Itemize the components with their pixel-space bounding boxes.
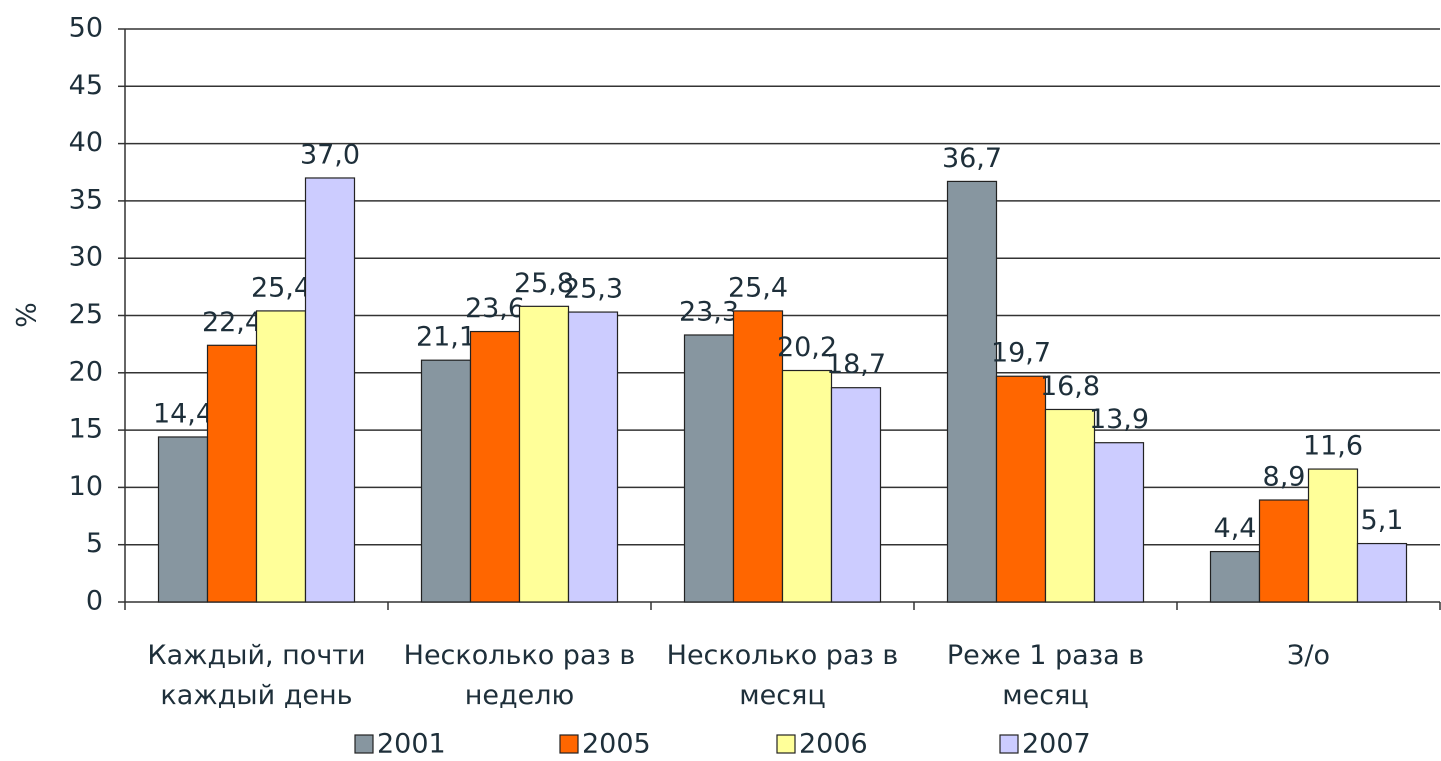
- value-label: 25,4: [251, 272, 311, 303]
- legend-label: 2001: [377, 729, 446, 760]
- y-tick-label: 0: [86, 586, 103, 617]
- bar: [304, 177, 356, 603]
- bar: [157, 436, 209, 603]
- bar: [946, 180, 998, 603]
- x-tick-label: Несколько раз в месяц: [666, 640, 899, 711]
- y-tick-label: 5: [86, 528, 103, 559]
- y-tick-label: 10: [69, 471, 103, 502]
- bar: [1307, 468, 1359, 603]
- legend-swatch: [559, 734, 579, 754]
- bar: [567, 311, 619, 603]
- value-label: 36,7: [942, 143, 1002, 174]
- bar: [1044, 408, 1096, 603]
- legend-swatch: [776, 734, 796, 754]
- x-tick-label: Несколько раз в неделю: [403, 640, 636, 711]
- legend-label: 2005: [582, 729, 651, 760]
- value-label: 16,8: [1040, 371, 1100, 402]
- legend-label: 2007: [1022, 729, 1091, 760]
- legend-label: 2006: [799, 729, 868, 760]
- value-label: 13,9: [1089, 404, 1149, 435]
- y-tick-label: 20: [69, 356, 103, 387]
- bar: [255, 310, 307, 603]
- bar: [206, 344, 258, 603]
- y-tick-label: 50: [69, 13, 103, 44]
- value-label: 22,4: [202, 307, 262, 338]
- value-label: 4,4: [1214, 513, 1257, 544]
- bar: [995, 375, 1047, 603]
- value-label: 8,9: [1263, 462, 1306, 493]
- value-label: 19,7: [991, 338, 1051, 369]
- bar: [1258, 499, 1310, 603]
- y-axis-label: %: [12, 302, 43, 328]
- legend-swatch: [354, 734, 374, 754]
- x-tick-label: Реже 1 раза в месяц: [946, 640, 1145, 711]
- bar: [1093, 442, 1145, 603]
- y-tick-label: 40: [69, 127, 103, 158]
- y-tick-label: 45: [69, 70, 103, 101]
- x-tick-label: З/о: [1287, 640, 1330, 671]
- x-tick-label: Каждый, почти каждый день: [147, 640, 366, 711]
- bar: [420, 359, 472, 603]
- value-label: 23,3: [679, 296, 739, 327]
- bar: [1209, 550, 1261, 603]
- y-tick-label: 35: [69, 184, 103, 215]
- value-label: 23,6: [465, 293, 525, 324]
- value-label: 25,4: [728, 272, 788, 303]
- value-label: 14,4: [153, 398, 213, 429]
- value-label: 20,2: [777, 332, 837, 363]
- y-tick-label: 25: [69, 299, 103, 330]
- bar: [683, 334, 735, 603]
- bar: [1356, 542, 1408, 603]
- value-label: 25,3: [563, 274, 623, 305]
- y-tick-label: 30: [69, 242, 103, 273]
- legend-swatch: [999, 734, 1019, 754]
- value-label: 37,0: [300, 139, 360, 170]
- bar: [781, 369, 833, 603]
- value-label: 25,8: [514, 268, 574, 299]
- bar: [469, 330, 521, 603]
- value-label: 5,1: [1361, 505, 1404, 536]
- value-label: 21,1: [416, 322, 476, 353]
- bar: [518, 305, 570, 603]
- value-label: 18,7: [826, 349, 886, 380]
- value-label: 11,6: [1303, 431, 1363, 462]
- y-tick-label: 15: [69, 414, 103, 445]
- bar: [732, 310, 784, 603]
- bar: [830, 387, 882, 603]
